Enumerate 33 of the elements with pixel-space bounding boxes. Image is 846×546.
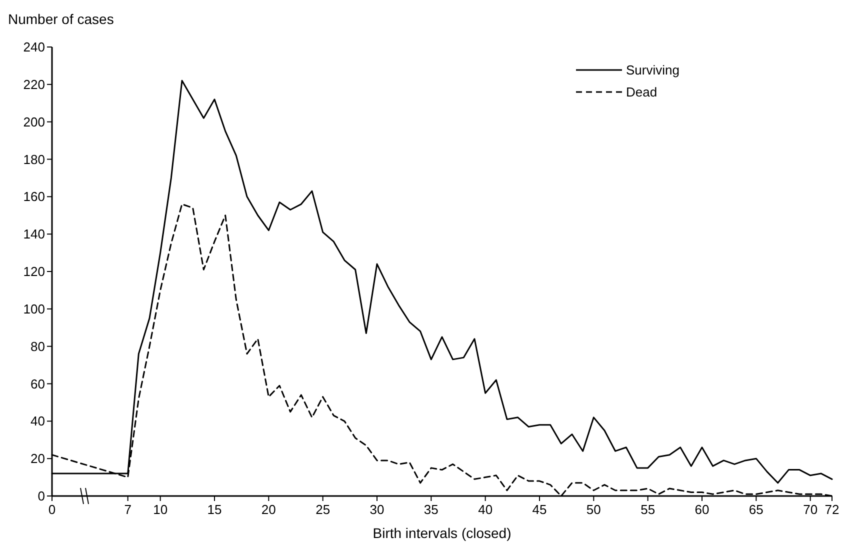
x-axis-title: Birth intervals (closed) bbox=[372, 525, 512, 541]
y-tick-label: 220 bbox=[23, 76, 45, 92]
y-tick-label: 180 bbox=[23, 152, 45, 167]
y-axis-title: Number of cases bbox=[8, 11, 114, 27]
x-tick-label: 60 bbox=[694, 502, 710, 517]
y-tick-label: 20 bbox=[30, 451, 45, 466]
x-tick-label: 0 bbox=[48, 502, 56, 517]
x-tick-label: 72 bbox=[824, 502, 840, 517]
x-tick-label: 55 bbox=[640, 502, 656, 517]
legend-label: Dead bbox=[626, 84, 658, 100]
x-tick-label: 7 bbox=[124, 502, 132, 517]
y-tick-label: 160 bbox=[23, 189, 45, 204]
y-tick-label: 200 bbox=[23, 114, 45, 130]
y-tick-label: 80 bbox=[30, 338, 45, 354]
y-tick-label: 40 bbox=[30, 414, 45, 429]
y-tick-label: 0 bbox=[38, 488, 45, 504]
x-tick-label: 15 bbox=[207, 502, 222, 517]
x-tick-label: 65 bbox=[748, 502, 764, 517]
x-tick-label: 30 bbox=[370, 502, 384, 517]
x-tick-label: 50 bbox=[586, 502, 601, 517]
x-tick-label: 45 bbox=[532, 502, 547, 517]
x-tick-label: 70 bbox=[803, 502, 818, 517]
y-tick-label: 100 bbox=[23, 301, 45, 316]
x-tick-label: 35 bbox=[424, 502, 438, 517]
y-tick-label: 120 bbox=[23, 264, 45, 280]
legend-label: Surviving bbox=[626, 62, 680, 78]
y-tick-label: 140 bbox=[23, 226, 45, 242]
y-tick-label: 60 bbox=[30, 376, 45, 392]
x-tick-label: 20 bbox=[261, 502, 276, 517]
x-tick-label: 10 bbox=[153, 502, 168, 517]
x-tick-label: 40 bbox=[478, 502, 493, 517]
y-tick-label: 240 bbox=[23, 40, 45, 55]
x-tick-label: 25 bbox=[316, 502, 330, 517]
